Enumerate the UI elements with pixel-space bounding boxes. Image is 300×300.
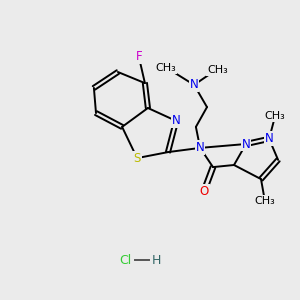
Text: N: N (196, 141, 205, 154)
Text: N: N (242, 137, 250, 151)
Text: CH₃: CH₃ (155, 63, 176, 73)
Text: N: N (172, 114, 181, 128)
Text: O: O (200, 184, 208, 198)
Text: N: N (265, 132, 274, 146)
Text: S: S (134, 152, 141, 165)
Text: N: N (190, 78, 199, 92)
Text: CH₃: CH₃ (254, 196, 275, 206)
Text: H: H (152, 254, 161, 267)
Text: CH₃: CH₃ (265, 111, 286, 121)
Text: CH₃: CH₃ (207, 65, 228, 75)
Text: Cl: Cl (119, 254, 131, 267)
Text: F: F (136, 50, 142, 64)
